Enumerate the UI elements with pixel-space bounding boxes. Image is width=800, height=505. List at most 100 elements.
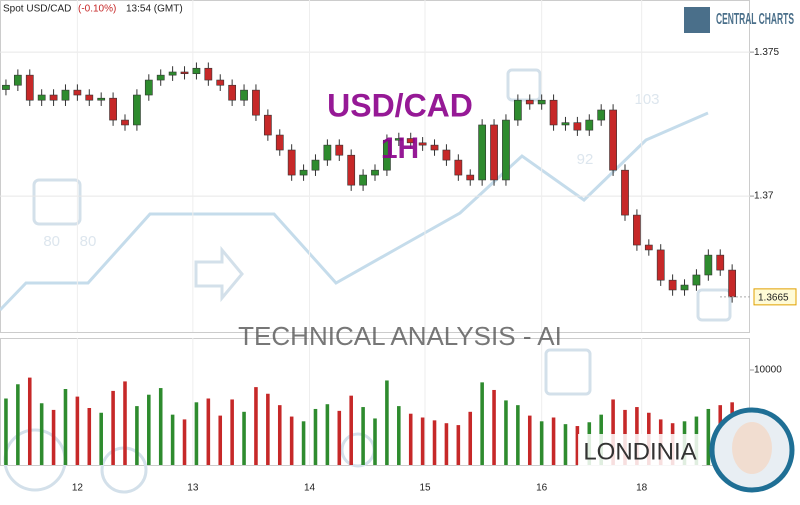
volume-bar bbox=[611, 399, 615, 465]
candle-body bbox=[442, 149, 451, 161]
time: 13:54 (GMT) bbox=[126, 4, 183, 15]
price-panel bbox=[0, 0, 750, 333]
candle-body bbox=[252, 89, 260, 116]
candle-body bbox=[537, 99, 546, 105]
x-tick-label: 12 bbox=[72, 483, 84, 494]
candle-body bbox=[561, 122, 570, 126]
watermark-pair: USD/CAD bbox=[327, 87, 473, 123]
candle-body bbox=[311, 159, 320, 171]
volume-bar bbox=[539, 421, 544, 465]
candle-body bbox=[61, 89, 70, 101]
candle-body bbox=[692, 274, 701, 286]
candle-body bbox=[668, 279, 677, 291]
watermark-banner: TECHNICAL ANALYSIS - AI bbox=[238, 321, 562, 351]
candle-body bbox=[275, 134, 284, 151]
volume-bar bbox=[111, 390, 115, 465]
watermark-score: 80 bbox=[43, 233, 60, 250]
candle-body bbox=[97, 97, 106, 101]
volume-bar bbox=[123, 381, 127, 465]
brand-box bbox=[578, 434, 702, 470]
candle-body bbox=[573, 122, 582, 131]
candle-body bbox=[490, 124, 498, 181]
volume-bar bbox=[337, 410, 342, 465]
volume-tick-label: 10000 bbox=[754, 365, 782, 376]
volume-bar bbox=[87, 408, 92, 465]
x-tick-label: 15 bbox=[419, 483, 431, 494]
candle-body bbox=[633, 214, 641, 246]
watermark-timeframe: 1H bbox=[381, 132, 419, 165]
candle-body bbox=[156, 74, 165, 81]
volume-bar bbox=[182, 419, 187, 465]
candle-body bbox=[73, 89, 82, 96]
candle-body bbox=[287, 149, 296, 176]
candle-body bbox=[728, 269, 737, 298]
candle-body bbox=[240, 89, 248, 101]
candle-body bbox=[168, 71, 177, 76]
volume-bar bbox=[551, 417, 556, 465]
volume-bar bbox=[397, 406, 401, 465]
volume-bar bbox=[527, 415, 532, 465]
volume-bar bbox=[408, 413, 413, 465]
volume-bar bbox=[147, 394, 151, 465]
candle-body bbox=[25, 74, 34, 101]
candle-body bbox=[347, 154, 356, 186]
candle-body bbox=[454, 159, 463, 176]
volume-bar bbox=[75, 396, 80, 465]
volume-bar bbox=[361, 407, 365, 465]
x-tick-label: 14 bbox=[304, 483, 316, 494]
candle-body bbox=[144, 79, 153, 96]
candle-body bbox=[204, 67, 213, 81]
candle-body bbox=[2, 84, 10, 90]
candle-body bbox=[585, 119, 594, 131]
candle-body bbox=[371, 169, 379, 176]
watermark-line bbox=[0, 111, 709, 312]
volume-bar bbox=[432, 420, 437, 465]
y-tick-label: 1.375 bbox=[754, 47, 779, 58]
volume-bar bbox=[99, 412, 103, 465]
volume-bar bbox=[4, 398, 8, 465]
y-tick-label: 1.37 bbox=[754, 191, 774, 202]
volume-bar bbox=[385, 380, 389, 465]
volume-bar bbox=[242, 411, 246, 465]
volume-bar bbox=[230, 399, 234, 465]
volume-bar bbox=[492, 389, 496, 465]
volume-bar bbox=[373, 418, 377, 465]
x-tick-label: 16 bbox=[536, 483, 548, 494]
chart-title: Spot USD/CAD bbox=[3, 4, 71, 15]
volume-bar bbox=[254, 387, 258, 465]
logo-text: CENTRAL CHARTS bbox=[716, 11, 794, 28]
volume-bar bbox=[16, 384, 20, 465]
volume-bar bbox=[158, 388, 163, 465]
volume-bar bbox=[468, 411, 473, 465]
volume-bar bbox=[266, 393, 270, 465]
x-tick-label: 18 bbox=[636, 483, 648, 494]
volume-bar bbox=[301, 421, 306, 465]
watermark-score: 92 bbox=[577, 151, 594, 168]
candle-body bbox=[121, 119, 129, 126]
volume-bar bbox=[289, 416, 294, 465]
volume-bar bbox=[563, 424, 568, 465]
candle-body bbox=[335, 144, 344, 156]
candle-body bbox=[418, 142, 427, 146]
candle-body bbox=[263, 114, 272, 136]
volume-bar bbox=[27, 377, 32, 465]
watermark-score: 80 bbox=[80, 233, 97, 250]
candle-body bbox=[85, 94, 94, 101]
candle-body bbox=[549, 99, 558, 126]
candle-body bbox=[525, 99, 534, 105]
candle-body bbox=[133, 94, 141, 126]
candle-body bbox=[109, 97, 117, 121]
volume-bar bbox=[277, 405, 282, 465]
last-price-box bbox=[753, 288, 797, 306]
candle-body bbox=[621, 169, 629, 216]
volume-bar bbox=[516, 405, 520, 465]
volume-bar bbox=[63, 389, 68, 465]
volume-bar bbox=[480, 382, 484, 465]
candle-body bbox=[394, 138, 403, 141]
candle-body bbox=[609, 109, 617, 171]
volume-bar bbox=[504, 400, 508, 465]
volume-panel bbox=[0, 338, 750, 466]
candle-body bbox=[13, 74, 22, 86]
